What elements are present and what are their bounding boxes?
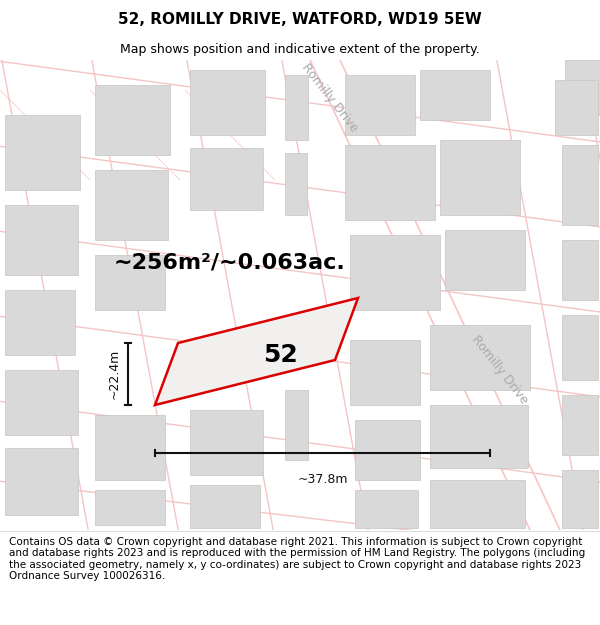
Polygon shape bbox=[95, 85, 170, 155]
Polygon shape bbox=[430, 405, 528, 468]
Polygon shape bbox=[155, 298, 358, 405]
Polygon shape bbox=[5, 205, 78, 275]
Polygon shape bbox=[190, 148, 263, 210]
Text: 52: 52 bbox=[263, 343, 298, 367]
Polygon shape bbox=[190, 70, 265, 135]
Text: 52, ROMILLY DRIVE, WATFORD, WD19 5EW: 52, ROMILLY DRIVE, WATFORD, WD19 5EW bbox=[118, 12, 482, 27]
Polygon shape bbox=[285, 390, 308, 460]
Polygon shape bbox=[350, 340, 420, 405]
Polygon shape bbox=[440, 140, 520, 215]
Polygon shape bbox=[355, 490, 418, 528]
Polygon shape bbox=[285, 75, 308, 140]
Polygon shape bbox=[95, 490, 165, 525]
Polygon shape bbox=[562, 145, 598, 225]
Polygon shape bbox=[565, 60, 600, 115]
Polygon shape bbox=[345, 145, 435, 220]
Polygon shape bbox=[355, 420, 420, 480]
Polygon shape bbox=[445, 230, 525, 290]
Polygon shape bbox=[562, 315, 598, 380]
Text: ~37.8m: ~37.8m bbox=[297, 473, 348, 486]
Polygon shape bbox=[95, 415, 165, 480]
Polygon shape bbox=[5, 115, 80, 190]
Polygon shape bbox=[420, 70, 490, 120]
Text: Romilly Drive: Romilly Drive bbox=[469, 333, 531, 407]
Polygon shape bbox=[190, 485, 260, 528]
Polygon shape bbox=[95, 255, 165, 310]
Text: Romilly Drive: Romilly Drive bbox=[299, 61, 361, 135]
Polygon shape bbox=[190, 410, 263, 475]
Polygon shape bbox=[562, 395, 598, 455]
Polygon shape bbox=[430, 480, 525, 528]
Polygon shape bbox=[5, 370, 78, 435]
Polygon shape bbox=[350, 235, 440, 310]
Polygon shape bbox=[562, 470, 598, 528]
Polygon shape bbox=[95, 170, 168, 240]
Text: ~256m²/~0.063ac.: ~256m²/~0.063ac. bbox=[114, 253, 346, 273]
Polygon shape bbox=[285, 153, 307, 215]
Polygon shape bbox=[430, 325, 530, 390]
Polygon shape bbox=[562, 240, 598, 300]
Text: ~22.4m: ~22.4m bbox=[107, 349, 121, 399]
Text: Contains OS data © Crown copyright and database right 2021. This information is : Contains OS data © Crown copyright and d… bbox=[9, 537, 585, 581]
Polygon shape bbox=[555, 80, 598, 135]
Polygon shape bbox=[5, 290, 75, 355]
Text: Map shows position and indicative extent of the property.: Map shows position and indicative extent… bbox=[120, 43, 480, 56]
Polygon shape bbox=[5, 448, 78, 515]
Polygon shape bbox=[345, 75, 415, 135]
